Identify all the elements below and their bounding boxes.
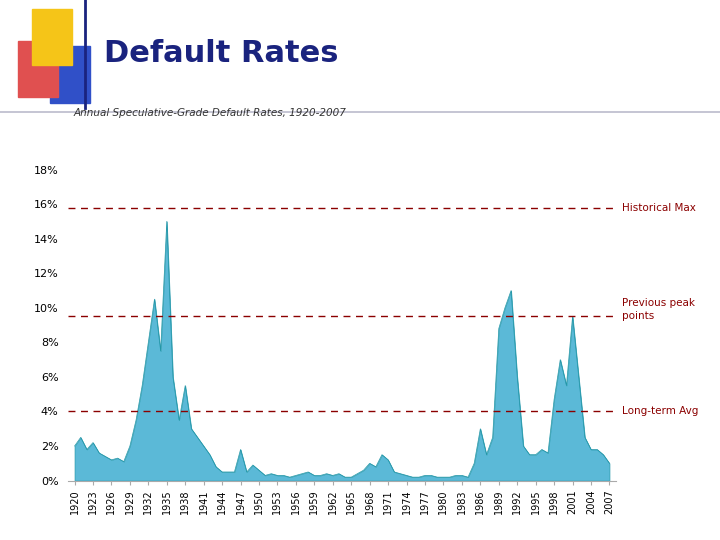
- Text: Historical Max: Historical Max: [622, 204, 696, 213]
- Bar: [50, 46, 90, 103]
- Text: Default Rates: Default Rates: [104, 39, 339, 69]
- Text: Previous peak
points: Previous peak points: [622, 298, 695, 321]
- Bar: [32, 9, 72, 65]
- Text: Annual Speculative-Grade Default Rates, 1920-2007: Annual Speculative-Grade Default Rates, …: [74, 107, 347, 118]
- Bar: [18, 41, 58, 97]
- Text: Long-term Avg: Long-term Avg: [622, 407, 698, 416]
